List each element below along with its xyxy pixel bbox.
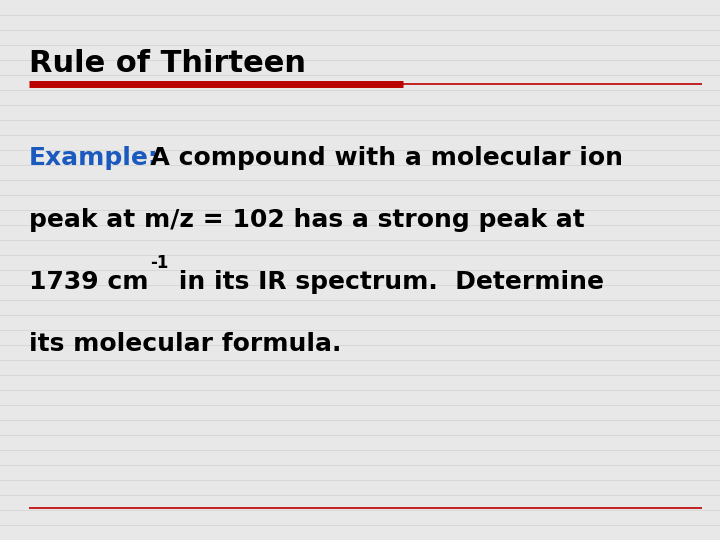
Text: -1: -1 (150, 254, 168, 272)
Text: A compound with a molecular ion: A compound with a molecular ion (133, 146, 624, 170)
Text: in its IR spectrum.  Determine: in its IR spectrum. Determine (170, 270, 604, 294)
Text: Example:: Example: (29, 146, 158, 170)
Text: Rule of Thirteen: Rule of Thirteen (29, 49, 306, 78)
Text: peak at m/z = 102 has a strong peak at: peak at m/z = 102 has a strong peak at (29, 208, 585, 232)
Text: 1739 cm: 1739 cm (29, 270, 148, 294)
Text: its molecular formula.: its molecular formula. (29, 332, 341, 356)
